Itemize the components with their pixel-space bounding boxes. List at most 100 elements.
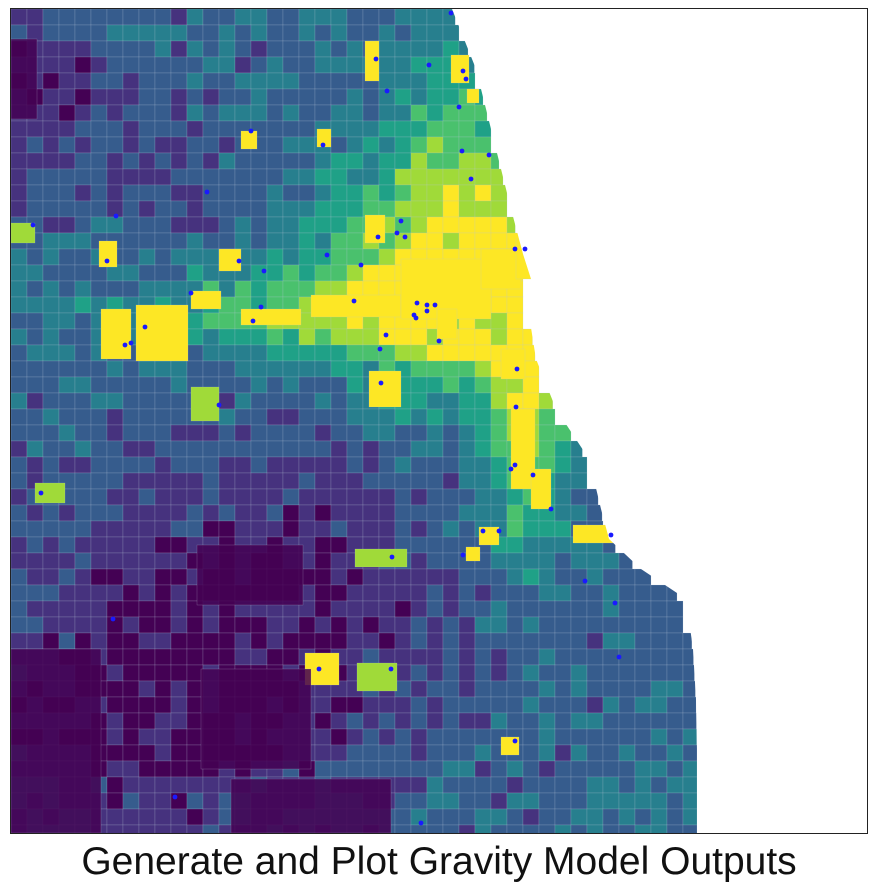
tract bbox=[250, 376, 268, 394]
tract bbox=[394, 600, 412, 618]
tract bbox=[202, 344, 220, 362]
tract bbox=[458, 728, 476, 746]
tract bbox=[250, 520, 268, 538]
tract bbox=[426, 584, 444, 602]
tract bbox=[138, 248, 156, 266]
tract bbox=[362, 744, 380, 762]
tract bbox=[266, 136, 284, 154]
dot-marker bbox=[388, 666, 394, 672]
tract bbox=[58, 232, 76, 250]
tract bbox=[330, 472, 348, 490]
tract bbox=[490, 664, 508, 682]
tract bbox=[458, 488, 476, 506]
tract bbox=[314, 744, 332, 762]
tract bbox=[122, 536, 140, 554]
tract bbox=[138, 808, 156, 826]
tract bbox=[106, 184, 124, 202]
tract bbox=[250, 24, 268, 42]
tract bbox=[650, 824, 668, 833]
tract bbox=[394, 632, 412, 650]
tract bbox=[74, 328, 92, 346]
tract bbox=[26, 168, 44, 186]
tract bbox=[11, 520, 28, 538]
tract bbox=[298, 616, 316, 634]
tract bbox=[138, 88, 156, 106]
tract bbox=[90, 104, 108, 122]
hotspot-tract bbox=[500, 348, 526, 380]
tract bbox=[106, 792, 124, 810]
tract bbox=[330, 392, 348, 410]
tract bbox=[602, 792, 620, 810]
tract bbox=[106, 72, 124, 90]
tract bbox=[458, 568, 476, 586]
tract bbox=[522, 568, 540, 586]
tract bbox=[218, 40, 236, 58]
tract bbox=[330, 616, 348, 634]
tract bbox=[394, 664, 412, 682]
dot-marker bbox=[424, 302, 430, 308]
tract bbox=[458, 408, 476, 426]
tract bbox=[58, 584, 76, 602]
tract bbox=[426, 568, 444, 586]
tract bbox=[330, 136, 348, 154]
tract bbox=[538, 632, 556, 650]
tract bbox=[394, 152, 412, 170]
tract bbox=[618, 616, 636, 634]
tract bbox=[11, 424, 28, 442]
tract bbox=[186, 520, 204, 538]
tract bbox=[58, 296, 76, 314]
hotspot-tract bbox=[135, 304, 189, 362]
tract bbox=[106, 408, 124, 426]
tract bbox=[138, 136, 156, 154]
tract bbox=[26, 632, 44, 650]
tract bbox=[26, 152, 44, 170]
tract bbox=[346, 248, 364, 266]
tract bbox=[186, 9, 204, 26]
tract bbox=[410, 568, 428, 586]
tract bbox=[250, 88, 268, 106]
tract bbox=[90, 376, 108, 394]
tract bbox=[314, 376, 332, 394]
tract bbox=[122, 200, 140, 218]
tract bbox=[298, 120, 316, 138]
tract bbox=[314, 600, 332, 618]
tract bbox=[362, 264, 380, 282]
tract bbox=[122, 648, 140, 666]
hotspot-tract bbox=[466, 88, 480, 104]
tract bbox=[106, 632, 124, 650]
tract bbox=[330, 104, 348, 122]
tract bbox=[570, 472, 588, 490]
tract bbox=[138, 280, 156, 298]
tract bbox=[554, 696, 572, 714]
tract bbox=[106, 760, 124, 778]
tract bbox=[26, 24, 44, 42]
tract bbox=[266, 24, 284, 42]
tract bbox=[490, 760, 508, 778]
tract bbox=[202, 136, 220, 154]
tract bbox=[138, 584, 156, 602]
tract bbox=[138, 440, 156, 458]
tract bbox=[298, 136, 316, 154]
tract bbox=[74, 9, 92, 26]
tract bbox=[330, 264, 348, 282]
tract bbox=[458, 664, 476, 682]
tract bbox=[666, 664, 684, 682]
tract bbox=[378, 440, 396, 458]
dot-marker bbox=[432, 302, 438, 308]
dot-marker bbox=[122, 342, 128, 348]
tract bbox=[11, 600, 28, 618]
tract bbox=[362, 104, 380, 122]
tract bbox=[634, 808, 652, 826]
tract bbox=[90, 24, 108, 42]
tract bbox=[458, 472, 476, 490]
tract bbox=[298, 9, 316, 26]
tract bbox=[362, 248, 380, 266]
tract bbox=[554, 520, 572, 538]
tract bbox=[138, 200, 156, 218]
tract bbox=[410, 600, 428, 618]
tract bbox=[138, 360, 156, 378]
tract bbox=[538, 776, 556, 794]
tract bbox=[186, 632, 204, 650]
tract bbox=[394, 728, 412, 746]
tract bbox=[218, 88, 236, 106]
